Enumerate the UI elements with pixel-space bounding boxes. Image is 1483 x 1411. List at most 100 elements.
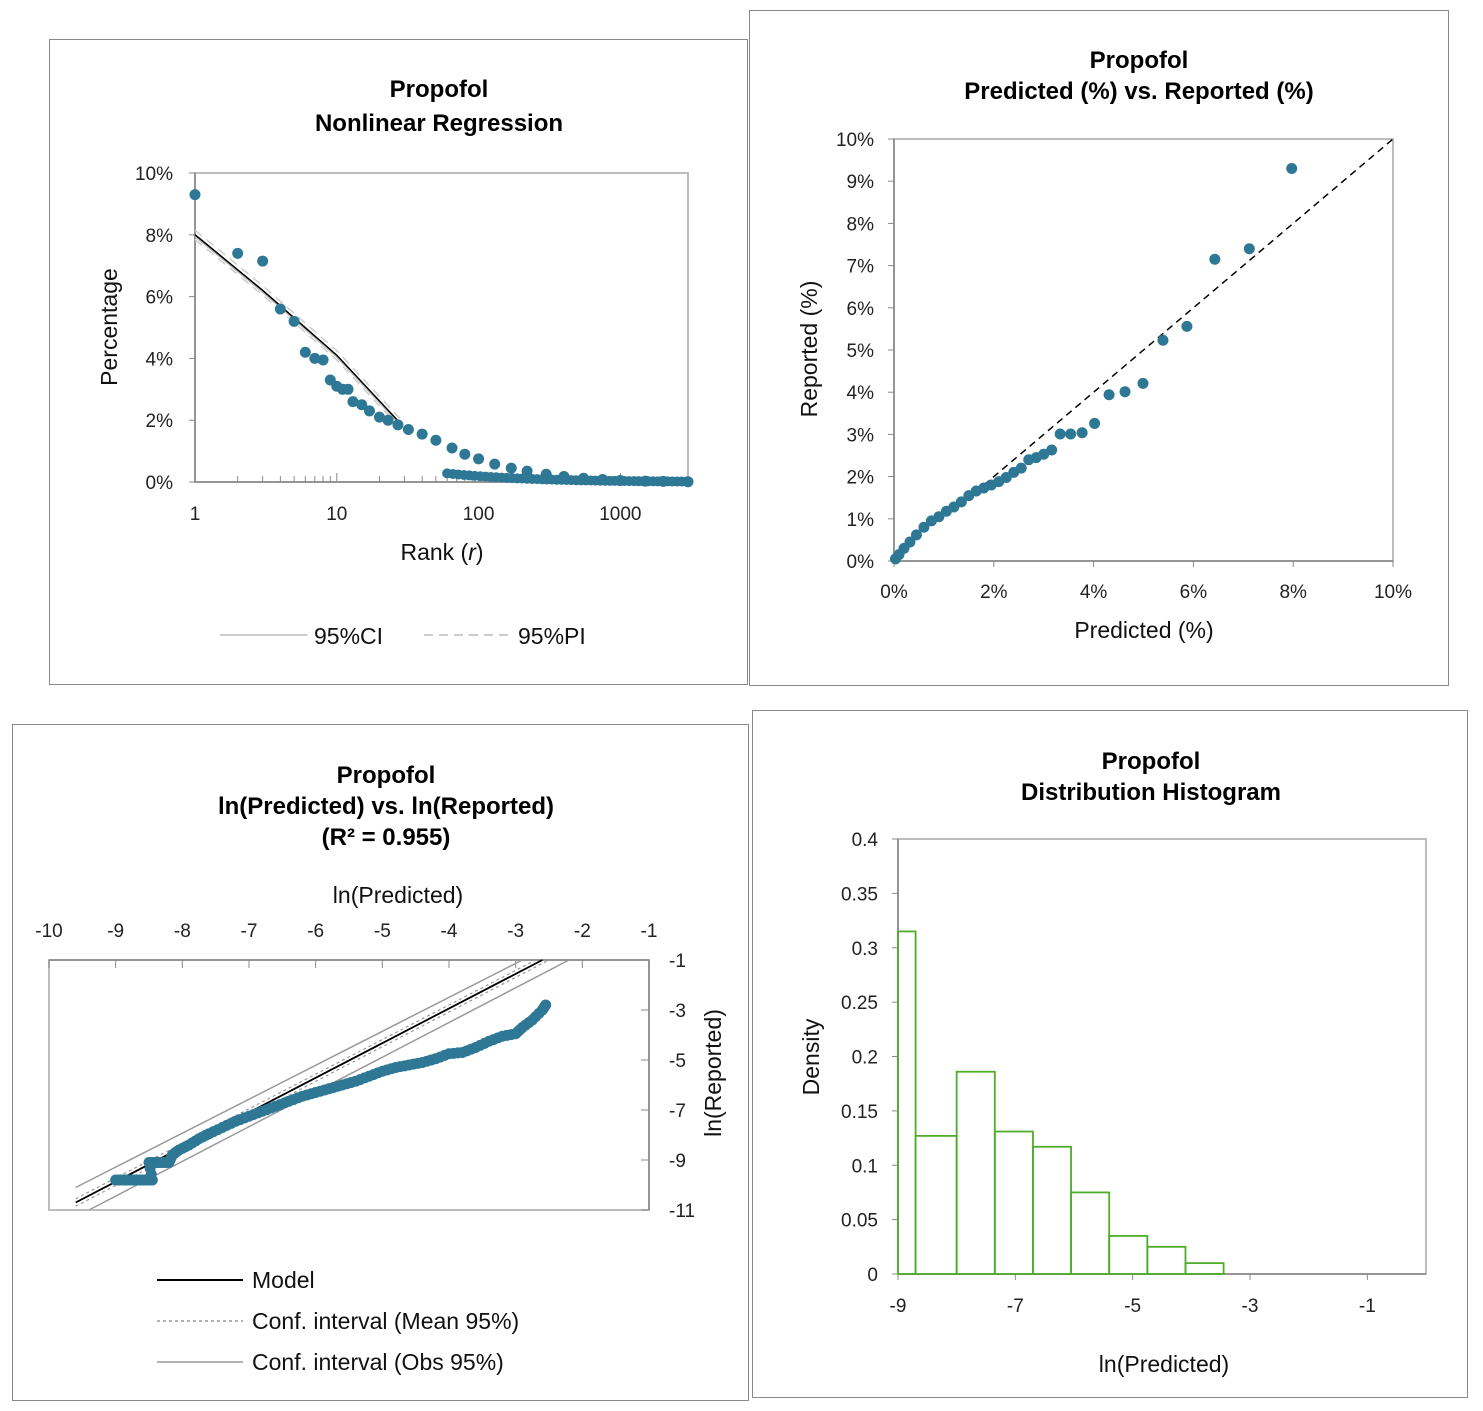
x-tick-label: 100 <box>463 504 495 525</box>
y-tick-label: 0.25 <box>841 993 878 1014</box>
chart-distribution-histogram: Propofol Distribution Histogram 0 0.05 0.1… <box>798 748 1427 1377</box>
data-point <box>232 247 244 259</box>
chart-title: Propofol <box>1090 47 1189 74</box>
y-tick-label: 0% <box>847 552 875 573</box>
y-tick-label: 3% <box>847 425 875 446</box>
x-tick-label: -9 <box>107 921 124 942</box>
histogram-bar <box>955 1070 996 1275</box>
x-tick-label: -8 <box>174 921 191 942</box>
y-axis-label: ln(Reported) <box>700 1009 726 1137</box>
x-tick-label: -2 <box>574 921 591 942</box>
data-point <box>1119 386 1131 398</box>
pi-lower-line <box>194 238 401 429</box>
y-tick-label: 4% <box>847 383 875 404</box>
histogram-bar <box>1146 1245 1187 1275</box>
chart-title: Propofol <box>337 762 436 789</box>
y-axis-label: Percentage <box>96 268 122 386</box>
y-tick-label: -1 <box>669 951 686 972</box>
y-axis-label: Density <box>798 1018 824 1095</box>
x-tick-label: 10 <box>326 504 347 525</box>
chart-title: Propofol <box>1102 748 1201 775</box>
legend-label-model: Model <box>252 1267 315 1293</box>
data-point <box>1054 428 1066 440</box>
x-axis-label: Rank (r) <box>400 539 483 565</box>
identity-line <box>983 138 1394 486</box>
y-tick-label: 0.35 <box>841 884 878 905</box>
x-tick-label: -4 <box>441 921 458 942</box>
model-line <box>194 234 401 424</box>
y-tick-label: -9 <box>669 1151 686 1172</box>
data-point <box>309 352 321 364</box>
x-tick-label: -1 <box>1359 1296 1376 1317</box>
legend-label-mean-ci: Conf. interval (Mean 95%) <box>252 1308 519 1334</box>
r-squared-label: (R² = 0.955) <box>322 824 451 851</box>
data-point <box>342 383 354 395</box>
x-axis-label: ln(Predicted) <box>333 882 463 908</box>
x-tick-label: 0% <box>880 582 908 603</box>
chart-subtitle: Predicted (%) vs. Reported (%) <box>964 78 1313 105</box>
legend-label-95pi: 95%PI <box>518 623 586 649</box>
y-tick-label: -3 <box>669 1001 686 1022</box>
y-axis-label: Reported (%) <box>796 281 822 418</box>
data-point <box>489 458 501 470</box>
y-tick-label: 6% <box>146 288 174 309</box>
y-tick-label: 0.2 <box>852 1048 878 1069</box>
panel-distribution-histogram: Propofol Distribution Histogram 0 0.05 0.1… <box>752 710 1468 1398</box>
x-tick-label: 1 <box>190 504 201 525</box>
y-tick-label: 2% <box>146 411 174 432</box>
data-point <box>317 354 329 366</box>
y-tick-label: 0.1 <box>852 1156 878 1177</box>
data-point <box>540 999 552 1011</box>
data-point <box>347 396 359 408</box>
x-tick-label: -7 <box>1007 1296 1024 1317</box>
x-tick-label: -6 <box>307 921 324 942</box>
chart-subtitle: ln(Predicted) vs. ln(Reported) <box>218 793 554 820</box>
x-tick-label: -3 <box>507 921 524 942</box>
data-point <box>521 465 533 477</box>
x-tick-label: 6% <box>1180 582 1208 603</box>
y-tick-label: 7% <box>847 257 875 278</box>
x-tick-label: 8% <box>1279 582 1307 603</box>
x-tick-label: -3 <box>1242 1296 1259 1317</box>
histogram-bar <box>1108 1235 1149 1275</box>
histogram-bar <box>1184 1262 1225 1275</box>
data-point <box>402 423 414 435</box>
histogram-bar <box>1070 1191 1111 1275</box>
pi-upper-line <box>194 229 401 420</box>
chart-ln-predicted-vs-ln-reported: Propofol ln(Predicted) vs. ln(Reported) … <box>35 762 726 1375</box>
data-point <box>416 428 428 440</box>
x-tick-label: -5 <box>1124 1296 1141 1317</box>
y-tick-label: 0.05 <box>841 1211 878 1232</box>
x-tick-label: -1 <box>641 921 658 942</box>
data-point <box>1023 454 1035 466</box>
data-point <box>1065 428 1077 440</box>
y-tick-label: 10% <box>135 164 173 185</box>
data-point <box>681 476 692 487</box>
data-point <box>505 462 517 474</box>
obs-ci-upper-line <box>75 959 523 1189</box>
histogram-bar <box>897 930 917 1275</box>
y-tick-label: -7 <box>669 1101 686 1122</box>
data-point <box>299 346 311 358</box>
panel-predicted-vs-reported: Propofol Predicted (%) vs. Reported (%) … <box>749 10 1449 686</box>
data-point <box>1103 389 1115 401</box>
mean-ci-lower-line <box>75 959 550 1207</box>
data-point <box>918 521 930 533</box>
data-point <box>1181 320 1193 332</box>
histogram-bar <box>1032 1145 1072 1275</box>
data-point <box>1137 377 1149 389</box>
data-point <box>473 453 485 465</box>
data-point <box>1157 334 1169 346</box>
chart-subtitle: Distribution Histogram <box>1021 779 1281 806</box>
data-point <box>459 448 471 460</box>
data-point <box>889 553 901 565</box>
data-point <box>1076 427 1088 439</box>
histogram-bar <box>914 1134 958 1275</box>
y-tick-label: 4% <box>146 349 174 370</box>
chart-predicted-vs-reported: Propofol Predicted (%) vs. Reported (%) … <box>796 47 1412 643</box>
data-point <box>1286 163 1298 175</box>
x-tick-label: 2% <box>980 582 1008 603</box>
y-tick-label: -5 <box>669 1051 686 1072</box>
data-point <box>373 411 385 423</box>
histogram-bar <box>993 1130 1034 1275</box>
